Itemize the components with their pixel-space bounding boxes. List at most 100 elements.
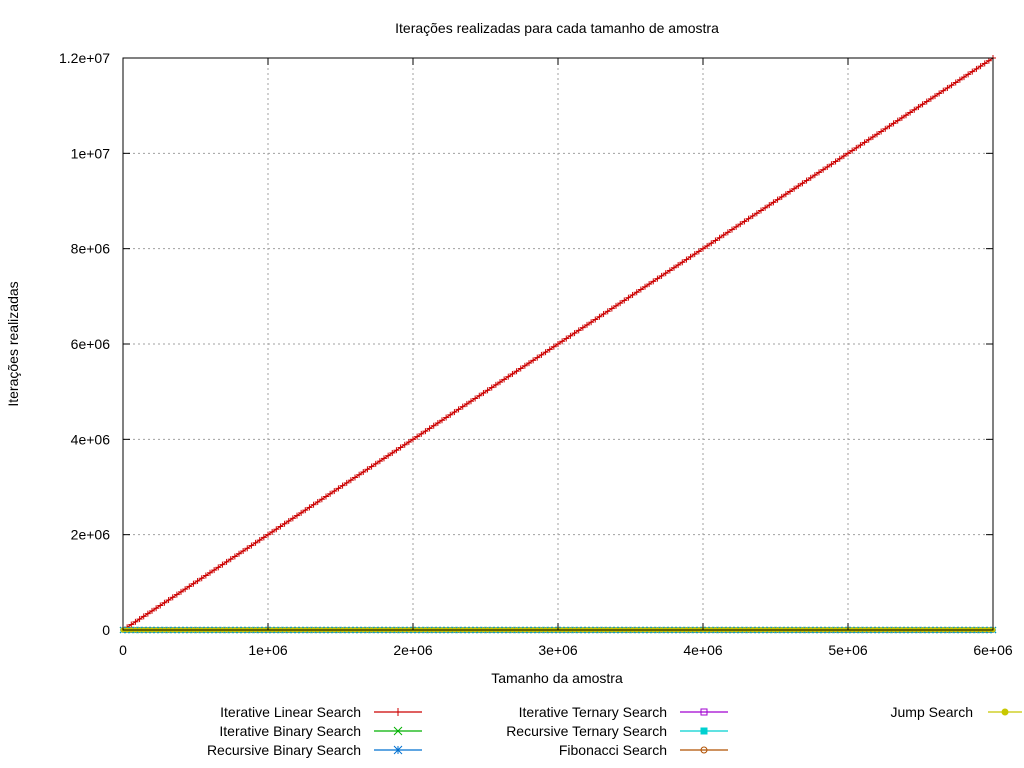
legend-entry: Recursive Binary Search: [207, 742, 422, 758]
plus-marker: [385, 452, 392, 459]
plus-marker: [869, 133, 876, 140]
y-tick-label: 8e+06: [71, 241, 111, 257]
plus-marker: [716, 234, 723, 241]
plus-marker: [244, 545, 251, 552]
plus-marker: [811, 172, 818, 179]
plus-marker: [956, 76, 963, 83]
plus-marker: [816, 169, 822, 176]
plus-marker: [733, 223, 740, 230]
plus-marker: [513, 368, 520, 375]
plus-marker: [712, 237, 719, 244]
plus-marker: [729, 226, 735, 233]
plus-marker: [774, 196, 781, 203]
plus-marker: [128, 621, 135, 628]
plus-marker: [318, 496, 325, 503]
plus-marker: [795, 183, 802, 190]
x-tick-label: 5e+06: [828, 642, 868, 658]
y-tick-label: 2e+06: [71, 527, 111, 543]
plus-marker: [468, 398, 474, 405]
plus-marker: [799, 180, 806, 187]
legend-entry: Iterative Linear Search: [220, 704, 422, 720]
legend-entry: Iterative Binary Search: [219, 723, 422, 739]
filled-circle-marker: [1001, 708, 1009, 716]
plus-marker: [890, 120, 897, 127]
plus-marker: [343, 479, 350, 486]
plus-marker: [642, 283, 648, 290]
plus-marker: [327, 490, 334, 497]
legend: Iterative Linear Search Iterative Binary …: [207, 704, 1022, 758]
star-marker: [393, 745, 403, 755]
plus-marker: [178, 588, 184, 595]
y-axis-label: Iterações realizadas: [5, 281, 21, 406]
y-tick-label: 1e+07: [71, 145, 111, 161]
plus-marker: [231, 553, 238, 560]
series-0: [120, 55, 996, 633]
plus-marker: [443, 414, 450, 421]
plus-marker: [393, 447, 400, 454]
plus-marker: [977, 63, 984, 70]
plus-marker: [778, 193, 785, 200]
plus-marker: [397, 444, 404, 451]
plus-marker: [691, 251, 698, 258]
plus-marker: [952, 79, 959, 86]
plus-marker: [704, 242, 711, 249]
plus-marker: [749, 212, 756, 219]
plus-marker: [592, 316, 599, 323]
x-tick-label: 4e+06: [683, 642, 723, 658]
plus-marker: [874, 131, 880, 138]
plus-marker: [571, 330, 578, 337]
plus-marker: [294, 512, 300, 519]
plus-marker: [484, 387, 491, 394]
plus-marker: [501, 376, 508, 383]
plus-marker: [886, 123, 893, 130]
plus-marker: [517, 365, 524, 372]
data-point: [557, 343, 559, 345]
plus-marker: [538, 351, 545, 358]
plus-marker: [356, 471, 363, 478]
plus-marker: [671, 264, 677, 271]
plus-marker: [418, 430, 425, 437]
legend-entry: Iterative Ternary Search: [519, 704, 728, 720]
plus-marker: [753, 210, 760, 217]
plus-marker: [985, 57, 992, 64]
plus-marker: [563, 335, 570, 342]
plus-marker: [430, 422, 437, 429]
plus-marker: [165, 597, 172, 604]
circle-marker: [700, 746, 708, 754]
plus-marker: [613, 302, 619, 309]
plus-marker: [302, 507, 309, 514]
x-axis-label: Tamanho da amostra: [491, 670, 623, 686]
plus-marker: [194, 577, 201, 584]
plus-marker: [803, 177, 810, 184]
plus-marker: [824, 163, 831, 170]
plus-marker: [347, 477, 354, 484]
plus-marker: [339, 482, 346, 489]
plus-marker: [236, 550, 242, 557]
plus-marker: [857, 142, 864, 149]
plus-marker: [637, 286, 644, 293]
plus-marker: [940, 87, 947, 94]
plus-marker: [422, 428, 429, 435]
plus-marker: [459, 403, 466, 410]
plus-marker: [646, 281, 653, 288]
plus-marker: [679, 259, 686, 266]
plus-marker: [542, 349, 549, 356]
plus-marker: [683, 256, 690, 263]
plus-marker: [932, 93, 938, 100]
legend-label: Iterative Binary Search: [219, 723, 361, 739]
plus-marker: [335, 485, 342, 492]
plus-marker: [658, 272, 665, 279]
plus-marker: [965, 71, 972, 78]
plus-marker: [273, 526, 280, 533]
plus-marker: [882, 125, 889, 132]
plus-marker: [521, 362, 528, 369]
plus-marker: [865, 136, 872, 143]
plus-marker: [625, 294, 632, 301]
plus-marker: [919, 101, 926, 108]
plus-marker: [480, 390, 487, 397]
plus-marker: [372, 460, 379, 467]
plus-marker: [182, 586, 189, 593]
filled-box-marker: [700, 727, 708, 735]
plus-marker: [898, 114, 905, 121]
